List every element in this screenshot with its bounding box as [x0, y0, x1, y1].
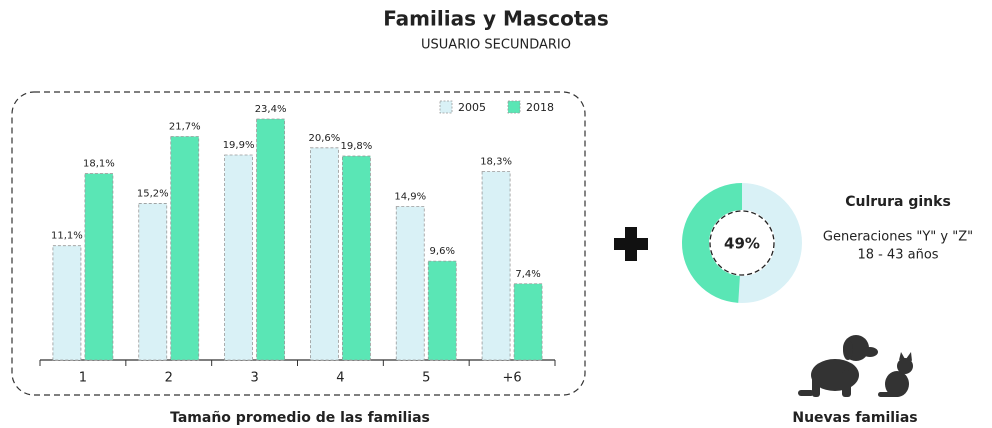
x-tick-label: 3: [250, 371, 258, 386]
bar: [52, 245, 82, 361]
bar: [138, 203, 168, 361]
x-tick-label: 1: [79, 371, 87, 386]
panel-line: 18 - 43 años: [857, 248, 938, 263]
chart-frame: [11, 91, 586, 396]
bar: [170, 136, 200, 361]
donut-label: 49%: [724, 235, 760, 253]
x-tick-label: 5: [422, 371, 430, 386]
value-label: 21,7%: [169, 121, 201, 132]
x-axis-label: Tamaño promedio de las familias: [170, 410, 430, 426]
title: Familias y Mascotas: [383, 7, 609, 31]
legend-label: 2018: [526, 101, 554, 114]
legend-swatch: [507, 100, 521, 114]
x-tick-label: +6: [502, 371, 521, 386]
donut-segment: [682, 183, 742, 303]
x-tick-label: 4: [336, 371, 344, 386]
panel-line: Generaciones "Y" y "Z": [823, 230, 973, 245]
value-label: 19,8%: [341, 141, 373, 152]
bar: [513, 283, 543, 361]
dog-icon: [798, 335, 878, 397]
donut-inner-ring: [709, 210, 775, 276]
x-tick-label: 2: [165, 371, 173, 386]
plus: [614, 227, 648, 261]
subtitle: USUARIO SECUNDARIO: [421, 38, 571, 53]
value-label: 19,9%: [223, 140, 255, 151]
bar: [84, 173, 114, 361]
cat-icon: [878, 352, 913, 397]
bar: [310, 147, 339, 361]
value-label: 9,6%: [430, 246, 455, 257]
value-label: 15,2%: [137, 188, 169, 199]
bar: [256, 118, 285, 361]
panel-title: Culrura ginks: [845, 194, 951, 210]
value-label: 23,4%: [255, 104, 287, 115]
legend-label: 2005: [458, 101, 486, 114]
bar: [481, 171, 511, 361]
value-label: 14,9%: [394, 192, 426, 203]
bar: [342, 155, 371, 361]
bar: [427, 260, 457, 361]
value-label: 11,1%: [51, 231, 83, 242]
value-label: 7,4%: [515, 269, 540, 280]
value-label: 18,1%: [83, 159, 115, 170]
panel-caption: Nuevas familias: [792, 410, 917, 426]
legend-swatch: [439, 100, 453, 114]
bar: [395, 206, 425, 361]
bar: [224, 154, 253, 361]
value-label: 20,6%: [309, 133, 341, 144]
value-label: 18,3%: [480, 157, 512, 168]
